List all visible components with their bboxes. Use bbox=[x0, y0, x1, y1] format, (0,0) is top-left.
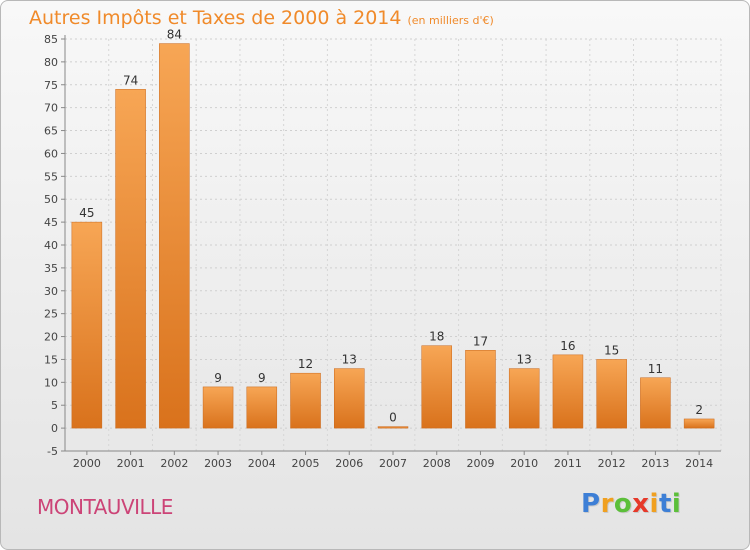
bars bbox=[71, 43, 715, 429]
data-label: 0 bbox=[389, 411, 397, 425]
bar bbox=[465, 350, 496, 429]
logo-letter: r bbox=[600, 489, 614, 519]
chart-title: Autres Impôts et Taxes de 2000 à 2014 (en… bbox=[29, 7, 494, 29]
x-tick-label: 2005 bbox=[292, 457, 320, 470]
data-label: 9 bbox=[258, 371, 266, 385]
x-tick-label: 2001 bbox=[117, 457, 145, 470]
data-label: 84 bbox=[167, 28, 182, 42]
y-tick-label: -5 bbox=[47, 445, 58, 458]
y-tick-label: 20 bbox=[44, 331, 58, 344]
logo-letter: i bbox=[649, 489, 659, 519]
y-tick-label: 45 bbox=[44, 216, 58, 229]
x-tick-label: 2007 bbox=[379, 457, 407, 470]
y-tick-label: 30 bbox=[44, 285, 58, 298]
axes: -505101520253035404550556065707580852000… bbox=[44, 33, 721, 470]
bar bbox=[377, 426, 409, 429]
bar bbox=[421, 345, 452, 429]
x-tick-label: 2003 bbox=[204, 457, 232, 470]
logo-letter: i bbox=[671, 489, 682, 519]
x-tick-label: 2014 bbox=[685, 457, 713, 470]
commune-name: MONTAUVILLE bbox=[37, 495, 173, 519]
bar bbox=[246, 386, 278, 429]
bar bbox=[596, 359, 627, 429]
bar bbox=[640, 377, 671, 429]
bar bbox=[202, 386, 234, 429]
bar bbox=[508, 368, 540, 429]
logo-letter: t bbox=[658, 489, 672, 519]
data-label: 15 bbox=[604, 343, 619, 357]
y-tick-label: 85 bbox=[44, 33, 58, 46]
y-tick-label: 55 bbox=[44, 170, 58, 183]
bar bbox=[159, 43, 190, 429]
data-label: 12 bbox=[298, 357, 313, 371]
y-tick-label: 60 bbox=[44, 147, 58, 160]
data-label: 17 bbox=[473, 334, 488, 348]
data-label: 13 bbox=[517, 353, 532, 367]
y-tick-label: 50 bbox=[44, 193, 58, 206]
data-label: 74 bbox=[123, 73, 138, 87]
bar bbox=[683, 418, 715, 429]
data-label: 45 bbox=[79, 206, 94, 220]
y-tick-label: 25 bbox=[44, 308, 58, 321]
data-label: 13 bbox=[342, 353, 357, 367]
data-label: 16 bbox=[560, 339, 575, 353]
y-tick-label: 35 bbox=[44, 262, 58, 275]
x-tick-label: 2004 bbox=[248, 457, 276, 470]
data-label: 18 bbox=[429, 330, 444, 344]
y-tick-label: 65 bbox=[44, 125, 58, 138]
data-label: 11 bbox=[648, 362, 663, 376]
x-tick-label: 2006 bbox=[335, 457, 363, 470]
y-tick-label: 75 bbox=[44, 79, 58, 92]
bar bbox=[115, 89, 146, 429]
bar bbox=[71, 221, 103, 429]
logo-letter: x bbox=[632, 489, 650, 519]
y-tick-label: 40 bbox=[44, 239, 58, 252]
x-tick-label: 2002 bbox=[160, 457, 188, 470]
x-tick-label: 2000 bbox=[73, 457, 101, 470]
proxiti-logo: Proxiti bbox=[581, 489, 681, 519]
logo-letter: P bbox=[581, 489, 601, 519]
logo-letter: o bbox=[613, 489, 633, 519]
x-tick-label: 2011 bbox=[554, 457, 582, 470]
bar bbox=[290, 372, 321, 429]
y-tick-label: 70 bbox=[44, 102, 58, 115]
y-tick-label: 5 bbox=[51, 399, 58, 412]
data-label: 9 bbox=[214, 371, 222, 385]
data-labels: 45 74 84 9 9 12 13 0 18 17 13 16 15 11 2 bbox=[79, 28, 703, 425]
bar bbox=[552, 354, 584, 429]
x-tick-label: 2010 bbox=[510, 457, 538, 470]
x-tick-label: 2009 bbox=[466, 457, 494, 470]
title-text: Autres Impôts et Taxes de 2000 à 2014 bbox=[29, 7, 402, 29]
x-tick-label: 2013 bbox=[641, 457, 669, 470]
y-tick-label: 0 bbox=[51, 422, 58, 435]
unit-text: (en milliers d'€) bbox=[407, 14, 494, 27]
y-tick-label: 10 bbox=[44, 376, 58, 389]
y-tick-label: 15 bbox=[44, 353, 58, 366]
x-tick-label: 2008 bbox=[423, 457, 451, 470]
y-tick-label: 80 bbox=[44, 56, 58, 69]
data-label: 2 bbox=[695, 403, 703, 417]
bar bbox=[334, 368, 365, 429]
x-tick-label: 2012 bbox=[598, 457, 626, 470]
